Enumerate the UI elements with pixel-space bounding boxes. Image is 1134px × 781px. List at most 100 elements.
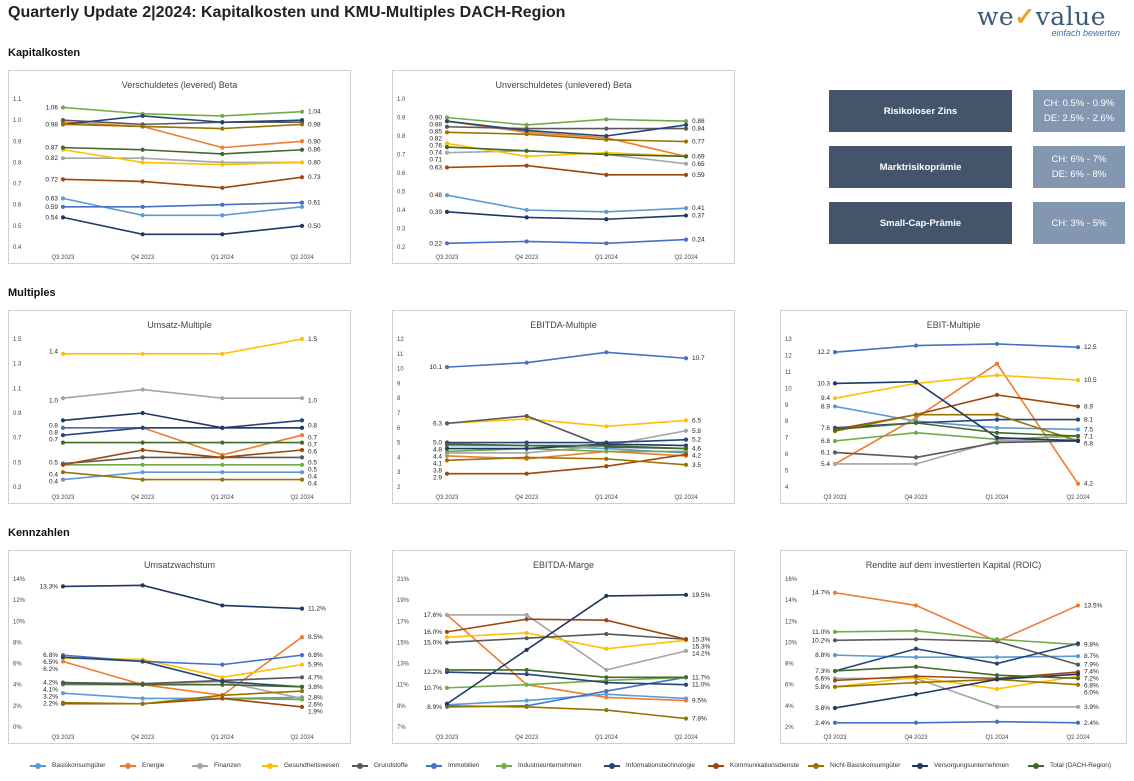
data-label-start: 3.2% (43, 694, 58, 701)
data-point-versorgungsunternehmen (524, 647, 529, 652)
y-tick-label: 0.9 (13, 139, 22, 145)
data-point-total-dach-region (444, 441, 450, 447)
data-point-versorgungsunternehmen (299, 223, 305, 228)
key-market-risk-premium-label: Marktrisikoprämie (829, 146, 1012, 188)
data-label-end: 0.4 (308, 473, 317, 480)
chart-unlevered-beta: Unverschuldetes (unlevered) Beta 0.2 0.3 0.… (392, 70, 735, 264)
data-label-end: 0.80 (308, 159, 321, 166)
data-point-total-dach-region (683, 675, 689, 680)
y-tick-label: 14% (13, 577, 26, 583)
data-point-total-dach-region (524, 443, 529, 448)
y-tick-label: 0.3 (13, 485, 22, 491)
data-point-energie (299, 139, 305, 144)
data-point-finanzen (524, 612, 529, 618)
data-point-total-dach-region (604, 675, 609, 680)
data-point-gesundheitswesen (140, 160, 145, 165)
data-label-end: 4.6 (692, 446, 701, 453)
data-point-finanzen (1075, 704, 1081, 710)
x-tick-label: Q3 2023 (51, 255, 75, 261)
data-point-industrieunternehmen (832, 629, 838, 634)
data-point-informationstechnologie (1075, 417, 1081, 422)
data-point-nicht-basiskonsumgüter (444, 458, 450, 463)
data-point-versorgungsunternehmen (444, 209, 450, 214)
data-point-kommunikationsdienste (604, 618, 609, 623)
data-label-start: 0.82 (45, 155, 58, 162)
data-point-basiskonsumgüter (1075, 654, 1081, 659)
y-tick-label: 0.2 (397, 245, 406, 251)
data-label-end: 1.04 (308, 109, 321, 116)
x-tick-label: Q3 2023 (823, 495, 847, 501)
data-point-grundstoffe (832, 638, 838, 643)
data-point-total-dach-region (832, 427, 838, 432)
legend-label: Finanzen (214, 762, 241, 769)
data-point-finanzen (299, 396, 305, 401)
data-point-kommunikationsdienste (220, 185, 225, 190)
data-point-kommunikationsdienste (524, 617, 529, 622)
data-label-end: 9.8% (1084, 642, 1099, 649)
data-point-industrieunternehmen (604, 449, 609, 454)
chart-umsatzwachstum: Umsatzwachstum 0% 2% 4% 6% 8% 10% 12% 14% Q3 2023… (8, 550, 351, 744)
data-point-nicht-basiskonsumgüter (524, 455, 529, 460)
logo-tagline: einfach bewerten (1051, 28, 1120, 38)
data-point-total-dach-region (994, 430, 1000, 435)
legend-item-nicht-basiskonsumgüter: Nicht-Basiskonsumgüter (808, 762, 900, 769)
y-tick-label: 0.4 (397, 208, 406, 214)
series-line-total-dach-region (62, 682, 303, 688)
data-point-kommunikationsdienste (683, 172, 689, 177)
data-label-start: 0.8 (49, 429, 58, 436)
series-line-immobilien (835, 720, 1079, 724)
data-point-informationstechnologie (524, 440, 529, 445)
data-label-start: 0.7 (49, 436, 58, 443)
data-point-grundstoffe (299, 455, 305, 460)
logo-text-value: value (1035, 2, 1107, 31)
y-tick-label: 2 (397, 485, 401, 491)
data-label-start: 0.4 (49, 472, 58, 479)
data-label-start: 0.54 (45, 214, 58, 221)
data-point-industrieunternehmen (299, 109, 305, 114)
series-line-gesundheitswesen (63, 338, 303, 355)
data-point-kommunikationsdienste (140, 447, 145, 453)
data-point-total-dach-region (444, 667, 450, 673)
data-label-start: 0.59 (45, 204, 58, 211)
series-line-kommunikationsdienste (62, 176, 303, 189)
data-label-start: 3.8 (433, 468, 442, 475)
series-line-grundstoffe (62, 456, 302, 465)
data-label-end: 0.84 (692, 126, 705, 133)
x-tick-label: Q1 2024 (595, 255, 619, 261)
chart-title: Umsatzwachstum (144, 560, 215, 570)
data-label-start: 0.39 (429, 209, 442, 216)
data-point-immobilien (604, 241, 609, 246)
data-label-end: 0.86 (308, 147, 321, 154)
data-point-versorgungsunternehmen (60, 418, 66, 423)
data-point-kommunikationsdienste (60, 177, 66, 182)
data-point-kommunikationsdienste (444, 471, 450, 476)
data-point-industrieunternehmen (444, 115, 450, 120)
data-point-versorgungsunternehmen (140, 410, 145, 416)
data-label-start: 3.8% (815, 705, 830, 712)
x-tick-label: Q3 2023 (435, 495, 459, 501)
data-point-gesundheitswesen (994, 373, 1000, 378)
data-label-start: 8.9 (821, 403, 830, 410)
data-point-gesundheitswesen (220, 162, 225, 167)
data-label-start: 6.2% (43, 666, 58, 673)
data-label-start: 10.2% (812, 637, 831, 644)
series-line-energie (446, 614, 687, 702)
data-point-gesundheitswesen (60, 351, 66, 356)
data-point-total-dach-region (220, 440, 225, 445)
legend-swatch (1028, 762, 1044, 769)
legend-swatch (262, 762, 278, 769)
data-point-informationstechnologie (60, 655, 66, 660)
x-tick-label: Q2 2024 (1066, 735, 1090, 741)
series-line-energie (446, 450, 687, 460)
chart-title: Umsatz-Multiple (147, 320, 212, 330)
data-point-total-dach-region (140, 440, 145, 445)
data-point-versorgungsunternehmen (994, 435, 1000, 440)
series-line-total-dach-region (834, 422, 1079, 437)
data-point-kommunikationsdienste (220, 455, 225, 460)
legend-item-industrieunternehmen: Industrieunternehmen (496, 762, 581, 769)
series-line-immobilien (446, 238, 687, 245)
data-point-kommunikationsdienste (140, 179, 145, 184)
data-point-energie (299, 433, 305, 438)
data-label-start: 14.7% (812, 590, 831, 597)
data-label-end: 0.6 (308, 449, 317, 456)
